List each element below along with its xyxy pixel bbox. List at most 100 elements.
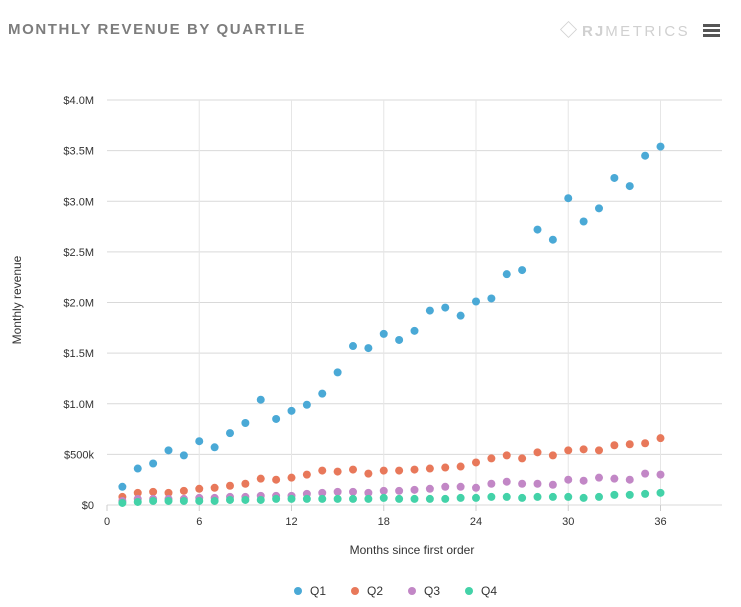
- data-point[interactable]: [579, 445, 588, 454]
- data-point[interactable]: [441, 494, 450, 503]
- data-point[interactable]: [641, 439, 650, 448]
- data-point[interactable]: [241, 479, 250, 488]
- data-point[interactable]: [395, 335, 404, 344]
- data-point[interactable]: [610, 441, 619, 450]
- data-point[interactable]: [610, 474, 619, 483]
- data-point[interactable]: [502, 477, 511, 486]
- data-point[interactable]: [133, 497, 142, 506]
- data-point[interactable]: [564, 492, 573, 501]
- data-point[interactable]: [518, 493, 527, 502]
- data-point[interactable]: [226, 429, 234, 438]
- data-point[interactable]: [472, 483, 480, 492]
- data-point[interactable]: [256, 474, 265, 483]
- data-point[interactable]: [625, 182, 634, 191]
- data-point[interactable]: [302, 470, 311, 479]
- hamburger-menu-icon[interactable]: [703, 24, 720, 37]
- data-point[interactable]: [548, 492, 557, 501]
- data-point[interactable]: [502, 270, 511, 279]
- legend-item-q2[interactable]: Q2: [351, 584, 383, 598]
- data-point[interactable]: [195, 496, 204, 505]
- data-point[interactable]: [272, 494, 281, 503]
- data-point[interactable]: [472, 297, 480, 306]
- data-point[interactable]: [548, 480, 557, 489]
- data-point[interactable]: [210, 483, 219, 492]
- data-point[interactable]: [164, 446, 173, 455]
- data-point[interactable]: [349, 465, 357, 474]
- data-point[interactable]: [272, 475, 281, 484]
- data-point[interactable]: [472, 458, 480, 467]
- data-point[interactable]: [579, 476, 588, 485]
- data-point[interactable]: [610, 490, 619, 499]
- data-point[interactable]: [548, 235, 557, 244]
- data-point[interactable]: [533, 448, 542, 457]
- data-point[interactable]: [518, 479, 527, 488]
- data-point[interactable]: [502, 492, 511, 501]
- data-point[interactable]: [210, 496, 219, 505]
- data-point[interactable]: [287, 406, 296, 415]
- data-point[interactable]: [241, 495, 250, 504]
- data-point[interactable]: [210, 443, 219, 452]
- data-point[interactable]: [579, 217, 588, 226]
- data-point[interactable]: [395, 486, 404, 495]
- data-point[interactable]: [487, 479, 496, 488]
- data-point[interactable]: [149, 496, 158, 505]
- data-point[interactable]: [287, 494, 296, 503]
- data-point[interactable]: [656, 434, 665, 443]
- data-point[interactable]: [379, 486, 388, 495]
- data-point[interactable]: [625, 475, 634, 484]
- data-point[interactable]: [595, 204, 603, 213]
- data-point[interactable]: [179, 496, 188, 505]
- legend-item-q4[interactable]: Q4: [465, 584, 497, 598]
- data-point[interactable]: [595, 492, 603, 501]
- data-point[interactable]: [179, 486, 188, 495]
- data-point[interactable]: [472, 493, 480, 502]
- data-point[interactable]: [333, 467, 342, 476]
- data-point[interactable]: [564, 475, 573, 484]
- data-point[interactable]: [533, 479, 542, 488]
- data-point[interactable]: [364, 469, 373, 478]
- data-point[interactable]: [410, 465, 419, 474]
- data-point[interactable]: [149, 487, 158, 496]
- data-point[interactable]: [333, 494, 342, 503]
- data-point[interactable]: [318, 494, 327, 503]
- data-point[interactable]: [641, 489, 650, 498]
- data-point[interactable]: [256, 395, 265, 404]
- data-point[interactable]: [379, 493, 388, 502]
- data-point[interactable]: [226, 481, 234, 490]
- data-point[interactable]: [318, 389, 327, 398]
- data-point[interactable]: [533, 225, 542, 234]
- data-point[interactable]: [333, 487, 342, 496]
- data-point[interactable]: [595, 446, 603, 455]
- data-point[interactable]: [195, 437, 204, 446]
- data-point[interactable]: [118, 482, 127, 491]
- data-point[interactable]: [241, 418, 250, 427]
- data-point[interactable]: [548, 451, 557, 460]
- data-point[interactable]: [364, 494, 373, 503]
- data-point[interactable]: [625, 440, 634, 449]
- data-point[interactable]: [487, 294, 496, 303]
- data-point[interactable]: [564, 446, 573, 455]
- data-point[interactable]: [579, 493, 588, 502]
- data-point[interactable]: [625, 490, 634, 499]
- data-point[interactable]: [333, 368, 342, 377]
- data-point[interactable]: [610, 173, 619, 182]
- data-point[interactable]: [656, 142, 665, 151]
- data-point[interactable]: [656, 488, 665, 497]
- data-point[interactable]: [349, 342, 357, 351]
- data-point[interactable]: [179, 451, 188, 460]
- data-point[interactable]: [226, 495, 234, 504]
- data-point[interactable]: [456, 482, 465, 491]
- data-point[interactable]: [502, 451, 511, 460]
- data-point[interactable]: [564, 194, 573, 203]
- data-point[interactable]: [395, 466, 404, 475]
- data-point[interactable]: [441, 482, 450, 491]
- data-point[interactable]: [441, 463, 450, 472]
- data-point[interactable]: [533, 492, 542, 501]
- data-point[interactable]: [349, 487, 357, 496]
- data-point[interactable]: [456, 462, 465, 471]
- data-point[interactable]: [118, 498, 127, 507]
- data-point[interactable]: [302, 494, 311, 503]
- data-point[interactable]: [410, 326, 419, 335]
- legend-item-q1[interactable]: Q1: [294, 584, 326, 598]
- data-point[interactable]: [195, 484, 204, 493]
